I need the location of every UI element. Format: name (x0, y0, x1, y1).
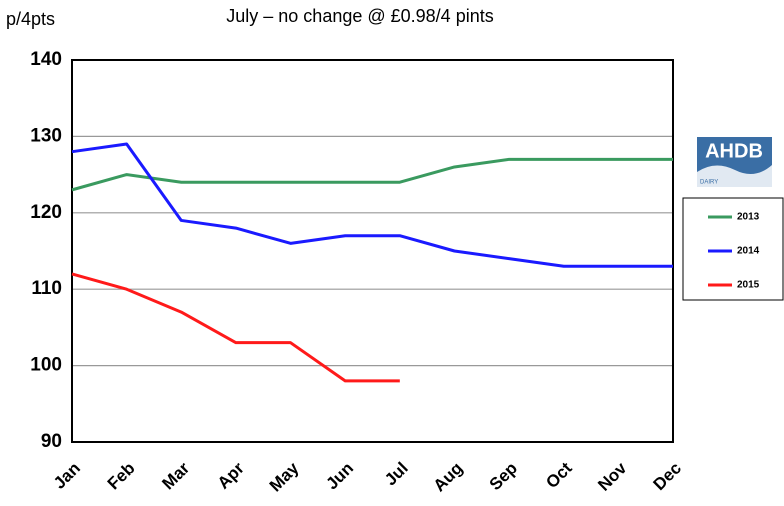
x-tick-label: Apr (214, 458, 248, 492)
legend-box (682, 197, 784, 301)
series-line (71, 142, 673, 268)
x-tick-label: May (266, 458, 303, 495)
chart-title: July – no change @ £0.98/4 pints (226, 6, 493, 26)
series-line (71, 157, 673, 192)
y-tick-label: 120 (30, 202, 62, 223)
x-tick-label: Mar (158, 458, 193, 493)
x-tick-label: Jul (381, 459, 412, 490)
logo-text: AHDB (705, 140, 763, 162)
y-axis-label: p/4pts (6, 9, 55, 29)
y-tick-label: 130 (30, 125, 62, 146)
logo-wave (697, 165, 772, 187)
y-tick-label: 90 (41, 431, 62, 452)
y-tick-label: 100 (30, 355, 62, 376)
x-tick-label: Jan (50, 459, 84, 493)
x-tick-label: Oct (542, 458, 576, 492)
legend-label: 2014 (737, 246, 760, 257)
logo: AHDB DAIRY (697, 137, 772, 187)
x-tick-label: Jun (322, 459, 357, 494)
legend-label: 2013 (737, 212, 760, 223)
plot-border (71, 59, 674, 443)
x-tick-label: Aug (430, 459, 467, 496)
x-tick-label: Feb (104, 459, 139, 494)
series-line (71, 272, 400, 383)
x-tick-label: Dec (650, 459, 685, 494)
x-tick-label: Nov (594, 458, 631, 495)
y-tick-label: 140 (30, 49, 62, 70)
y-tick-label: 110 (31, 278, 62, 299)
logo-subtext: DAIRY (700, 180, 718, 186)
legend-label: 2015 (737, 280, 760, 291)
x-tick-label: Sep (486, 459, 521, 494)
